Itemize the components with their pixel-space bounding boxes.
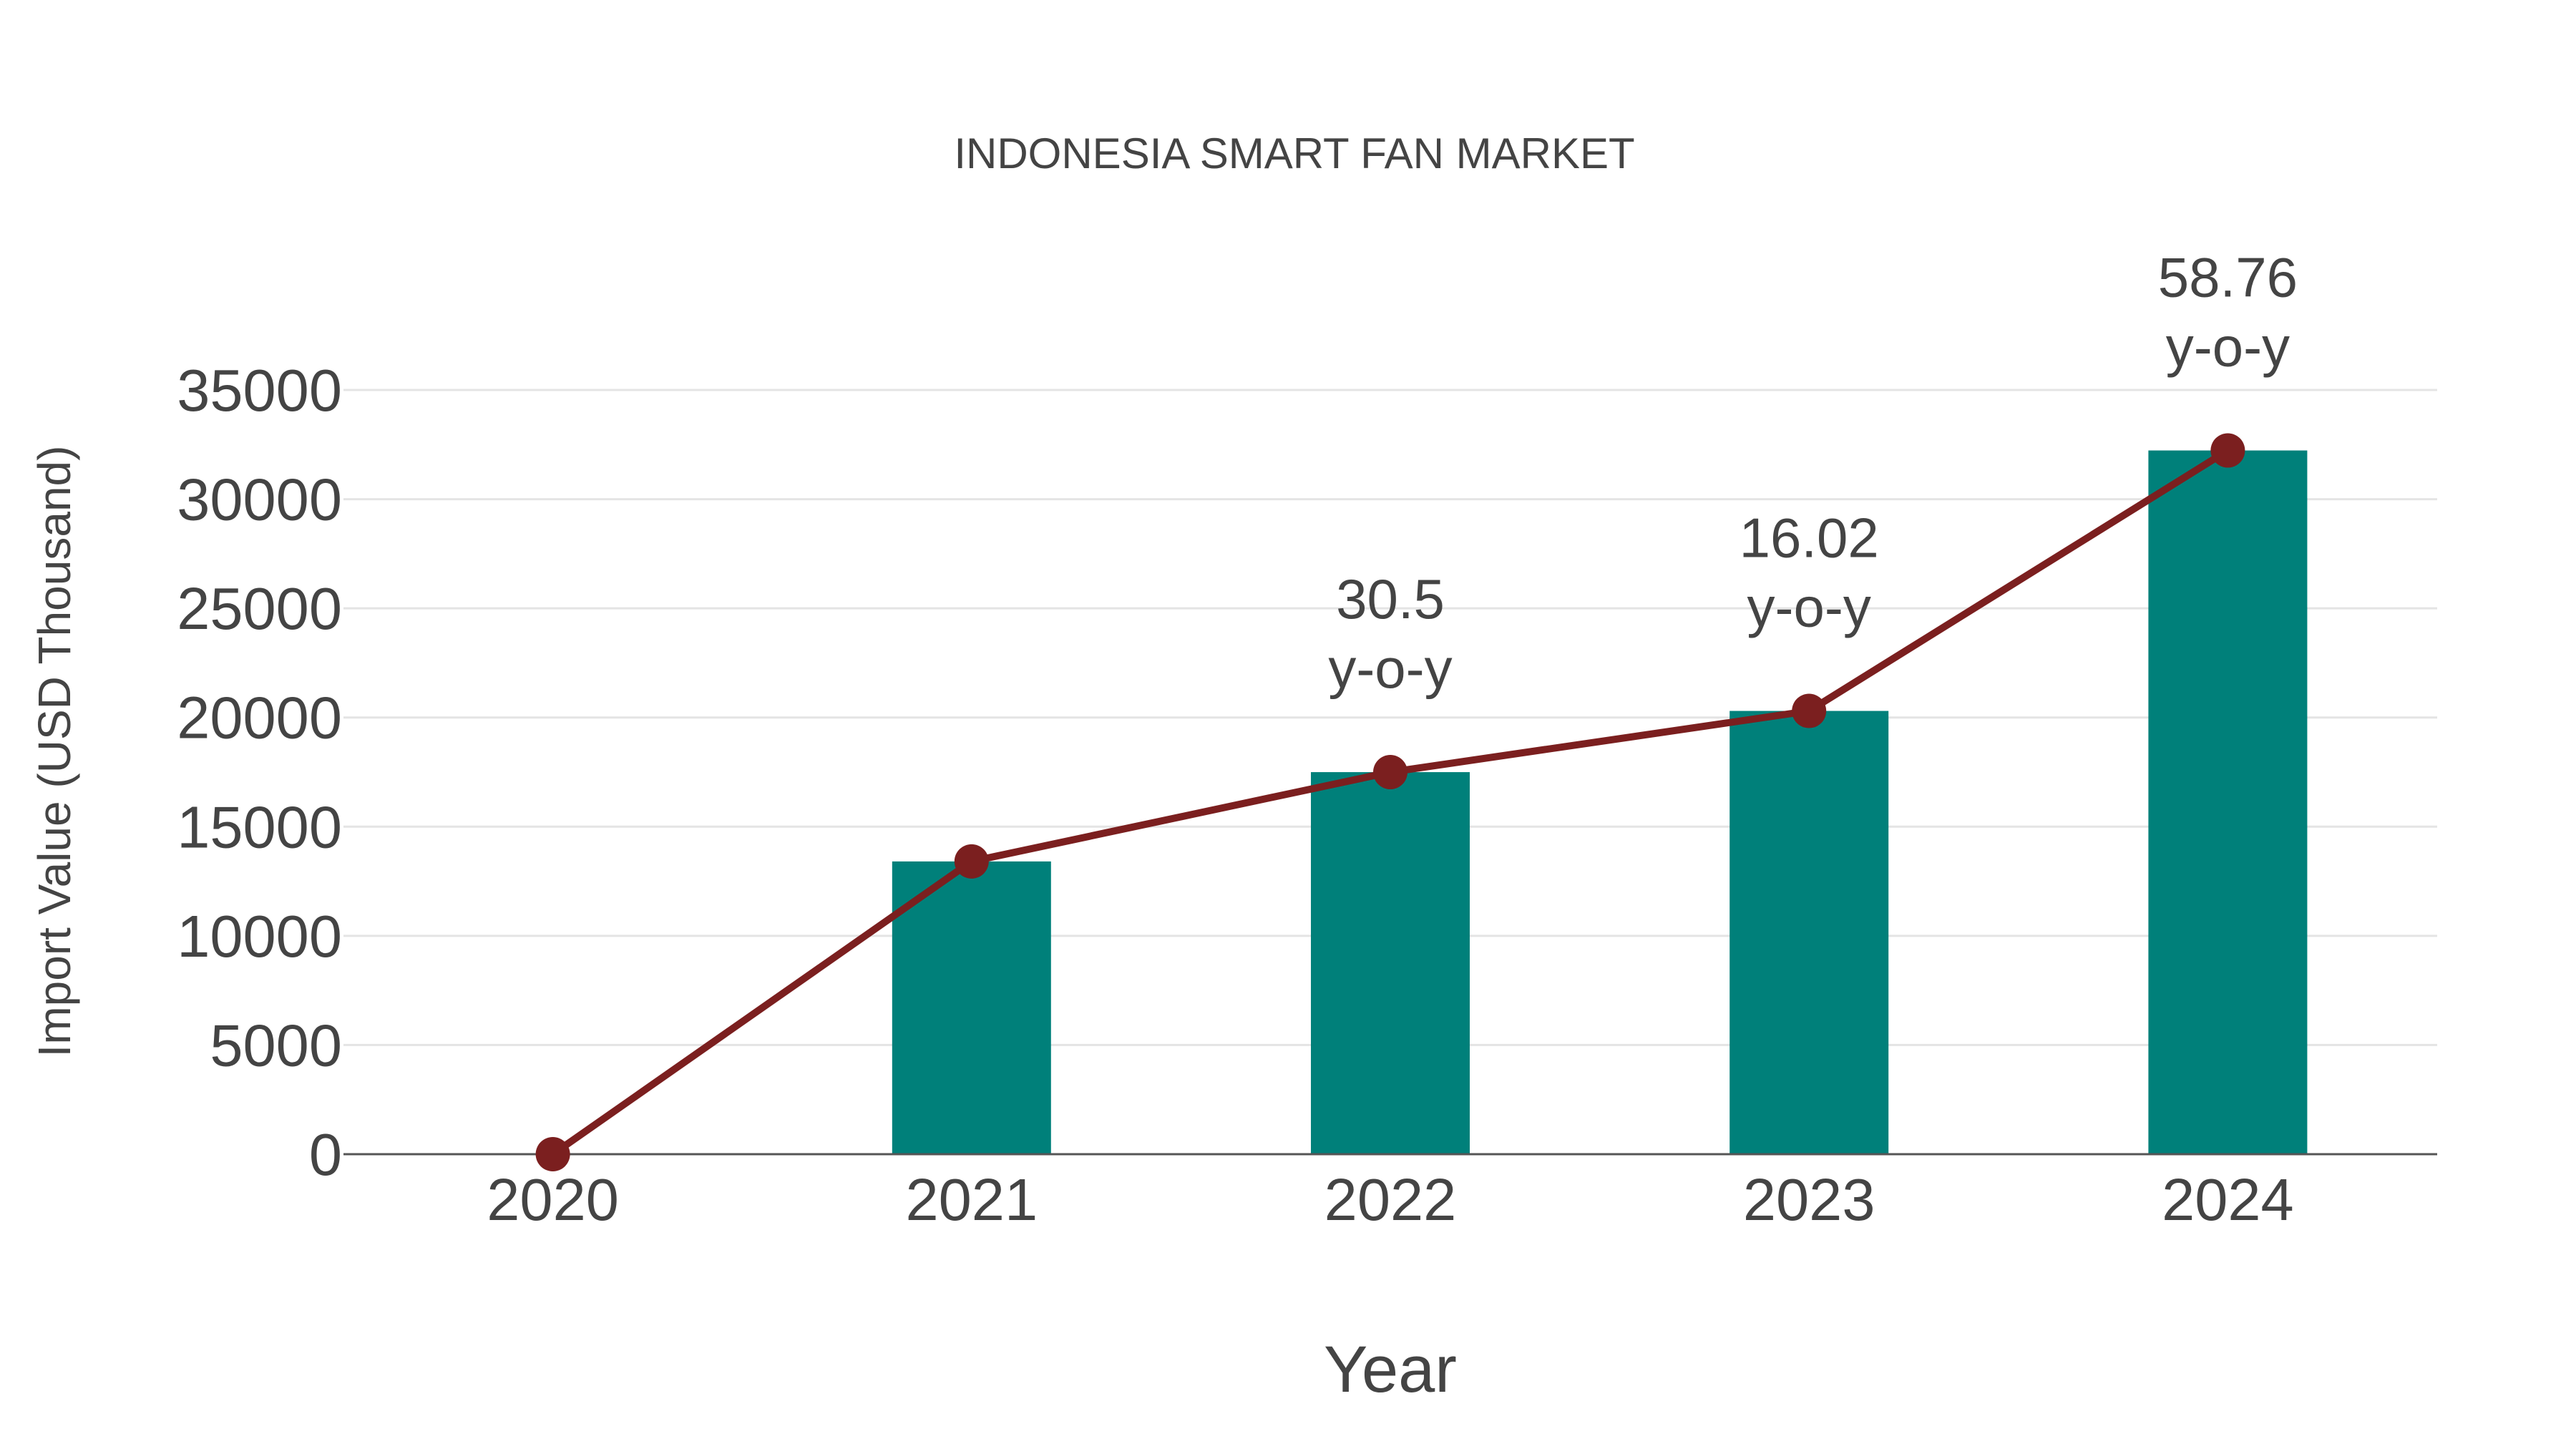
annotation-suffix: y-o-y (1328, 637, 1452, 700)
y-tick-label: 15000 (177, 794, 342, 860)
bar-2021 (892, 861, 1051, 1154)
trend-point-2023 (1792, 693, 1827, 728)
y-tick-label: 5000 (210, 1012, 342, 1078)
y-tick-label: 10000 (177, 903, 342, 970)
annotations: 30.5y-o-y16.02y-o-y58.76y-o-y (1328, 246, 2298, 701)
annotation-suffix: y-o-y (2166, 316, 2290, 379)
y-tick-label: 0 (309, 1121, 342, 1188)
trend-point-2020 (535, 1137, 570, 1171)
annotation-suffix: y-o-y (1747, 576, 1871, 639)
trend-point-2022 (1373, 755, 1407, 790)
annotation-value: 58.76 (2158, 246, 2298, 309)
x-axis-title: Year (1324, 1333, 1457, 1406)
chart-title: INDONESIA SMART FAN MARKET (954, 130, 1634, 177)
bar-2024 (2148, 450, 2308, 1154)
trend-point-2024 (2210, 433, 2245, 468)
x-tick-label: 2021 (905, 1166, 1038, 1233)
y-tick-label: 30000 (177, 467, 342, 533)
bars (892, 450, 2308, 1154)
annotation-value: 16.02 (1740, 507, 1879, 570)
y-tick-label: 25000 (177, 575, 342, 642)
annotation-value: 30.5 (1336, 567, 1445, 630)
x-tick-labels: 2020 2021 2022 2023 2024 (487, 1166, 2293, 1233)
bar-2022 (1311, 772, 1470, 1154)
trend-line (535, 433, 2245, 1171)
y-tick-labels: 0 5000 10000 15000 20000 25000 30000 35000 (177, 357, 342, 1188)
x-tick-label: 2020 (487, 1166, 619, 1233)
y-tick-label: 35000 (177, 357, 342, 424)
bar-2023 (1729, 711, 1889, 1154)
x-tick-label: 2024 (2162, 1166, 2294, 1233)
x-tick-label: 2023 (1743, 1166, 1875, 1233)
y-axis-title: Import Value (USD Thousand) (29, 446, 80, 1058)
y-tick-label: 20000 (177, 685, 342, 751)
trend-point-2021 (954, 844, 989, 879)
x-tick-label: 2022 (1324, 1166, 1457, 1233)
